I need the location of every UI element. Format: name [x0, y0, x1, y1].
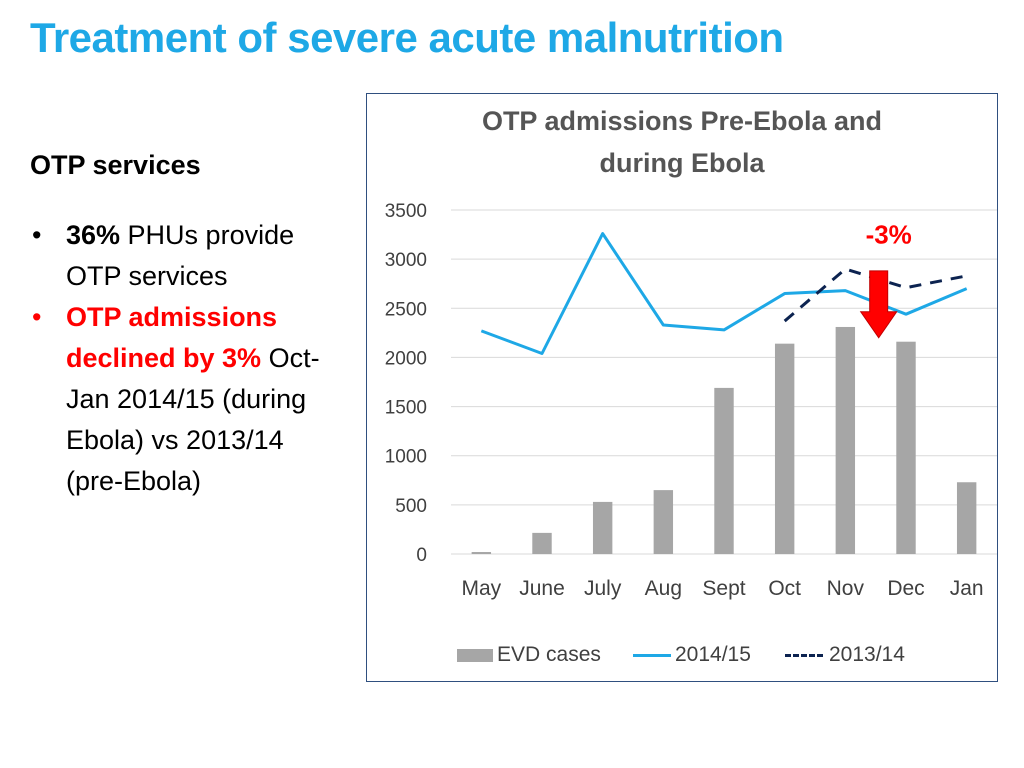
legend-2013-label: 2013/14 — [829, 643, 905, 666]
admissions-decline: OTP admissions declined by 3% — [66, 302, 278, 373]
phu-text: PHUs provide OTP services — [66, 220, 295, 291]
legend-solid-line-swatch — [633, 653, 671, 657]
phu-percent: 36% — [66, 220, 121, 250]
bar — [592, 501, 613, 554]
bar — [774, 343, 795, 554]
legend-2014-label: 2014/15 — [675, 643, 751, 666]
y-tick-label: 2500 — [385, 299, 427, 320]
bar — [896, 341, 916, 554]
x-tick-label: Jan — [950, 577, 984, 600]
bar — [532, 532, 552, 554]
legend-bar-swatch — [457, 648, 493, 662]
bar — [956, 482, 977, 554]
y-tick-label: 3000 — [385, 250, 427, 271]
y-tick-label: 500 — [395, 496, 427, 517]
legend-dashed-line-swatch — [785, 653, 823, 657]
legend-2013: 2013/14 — [785, 640, 905, 670]
x-tick-label: Dec — [887, 577, 924, 600]
bar — [471, 552, 492, 554]
y-tick-label: 0 — [416, 545, 427, 566]
x-tick-label: June — [519, 577, 565, 600]
chart-title-line2: during Ebola — [599, 148, 765, 178]
chart-frame: OTP admissions Pre-Ebola and during Ebol… — [366, 93, 998, 682]
x-tick-label: Oct — [768, 577, 801, 600]
bullet-dot-icon: • — [32, 220, 42, 250]
x-tick-label: July — [584, 577, 622, 600]
slide-title: Treatment of severe acute malnutrition — [30, 14, 784, 61]
x-tick-label: Nov — [827, 577, 865, 600]
down-arrow-icon — [859, 270, 898, 339]
y-tick-label: 1000 — [385, 447, 427, 468]
bullet-list: • 36% PHUs provide OTP services • OTP ad… — [30, 215, 340, 502]
chart-title-line1: OTP admissions Pre-Ebola and — [481, 106, 883, 136]
legend-evd: EVD cases — [457, 640, 601, 670]
left-panel: OTP services • 36% PHUs provide OTP serv… — [30, 150, 340, 502]
x-tick-label: May — [461, 577, 501, 600]
series-line-2014-15 — [480, 232, 968, 355]
bar — [714, 387, 734, 554]
chart-plot: 0 500 1000 1500 2000 2500 3000 3500 May June July A… — [385, 201, 997, 600]
annotation-label: -3% — [866, 219, 912, 249]
bullet-phu: • 36% PHUs provide OTP services — [30, 215, 340, 297]
chart-legend: EVD cases 2014/15 2013/14 — [367, 640, 997, 670]
legend-evd-label: EVD cases — [497, 643, 601, 666]
x-tick-label: Sept — [702, 577, 745, 600]
x-tick-label: Aug — [645, 577, 682, 600]
y-tick-label: 3500 — [385, 201, 427, 222]
y-tick-label: 2000 — [385, 348, 427, 369]
y-tick-label: 1500 — [385, 398, 427, 419]
otp-services-heading: OTP services — [30, 150, 201, 180]
legend-2014: 2014/15 — [633, 640, 751, 670]
chart-title: OTP admissions Pre-Ebola and during Ebol… — [367, 100, 997, 184]
bar — [835, 326, 856, 554]
bullet-admissions: • OTP admissions declined by 3% Oct- Jan… — [30, 297, 340, 502]
admissions-text: Oct- Jan 2014/15 (during Ebola) vs 2013/… — [66, 343, 320, 496]
bar — [653, 490, 674, 554]
bullet-dot-red-icon: • — [32, 302, 42, 332]
